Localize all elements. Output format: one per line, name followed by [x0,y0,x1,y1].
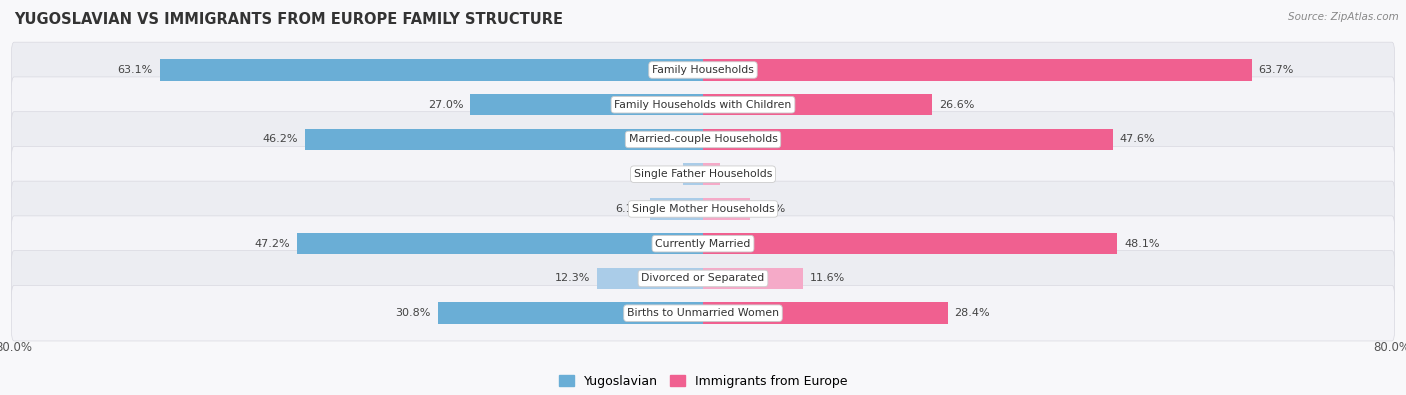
FancyBboxPatch shape [11,285,1395,341]
Text: 30.8%: 30.8% [395,308,430,318]
Text: 48.1%: 48.1% [1125,239,1160,249]
Text: 5.5%: 5.5% [758,204,786,214]
Text: 6.1%: 6.1% [616,204,644,214]
Text: 28.4%: 28.4% [955,308,990,318]
Text: 63.1%: 63.1% [118,65,153,75]
FancyBboxPatch shape [11,251,1395,306]
Text: YUGOSLAVIAN VS IMMIGRANTS FROM EUROPE FAMILY STRUCTURE: YUGOSLAVIAN VS IMMIGRANTS FROM EUROPE FA… [14,12,562,27]
Bar [598,268,703,289]
Text: Single Mother Households: Single Mother Households [631,204,775,214]
Legend: Yugoslavian, Immigrants from Europe: Yugoslavian, Immigrants from Europe [554,370,852,393]
Bar [160,59,703,81]
Text: 12.3%: 12.3% [555,273,591,284]
Text: 47.6%: 47.6% [1119,134,1156,145]
FancyBboxPatch shape [11,181,1395,237]
Bar [297,233,703,254]
Text: Family Households with Children: Family Households with Children [614,100,792,110]
Text: 2.0%: 2.0% [727,169,755,179]
Bar [703,94,932,115]
Bar [703,59,1251,81]
FancyBboxPatch shape [11,112,1395,167]
Bar [703,268,803,289]
Text: Single Father Households: Single Father Households [634,169,772,179]
FancyBboxPatch shape [11,77,1395,132]
Bar [703,129,1114,150]
FancyBboxPatch shape [11,147,1395,202]
Text: Currently Married: Currently Married [655,239,751,249]
Text: Source: ZipAtlas.com: Source: ZipAtlas.com [1288,12,1399,22]
Bar [651,198,703,220]
Text: 26.6%: 26.6% [939,100,974,110]
FancyBboxPatch shape [11,216,1395,271]
Bar [683,164,703,185]
Bar [703,164,720,185]
Text: 46.2%: 46.2% [263,134,298,145]
Bar [305,129,703,150]
Bar [703,233,1118,254]
Bar [703,303,948,324]
Bar [471,94,703,115]
Text: Births to Unmarried Women: Births to Unmarried Women [627,308,779,318]
Text: 11.6%: 11.6% [810,273,845,284]
Text: 27.0%: 27.0% [427,100,464,110]
Bar [703,198,751,220]
Text: 47.2%: 47.2% [254,239,290,249]
Bar [437,303,703,324]
Text: Divorced or Separated: Divorced or Separated [641,273,765,284]
FancyBboxPatch shape [11,42,1395,98]
Text: 2.3%: 2.3% [648,169,676,179]
Text: 63.7%: 63.7% [1258,65,1294,75]
Text: Family Households: Family Households [652,65,754,75]
Text: Married-couple Households: Married-couple Households [628,134,778,145]
